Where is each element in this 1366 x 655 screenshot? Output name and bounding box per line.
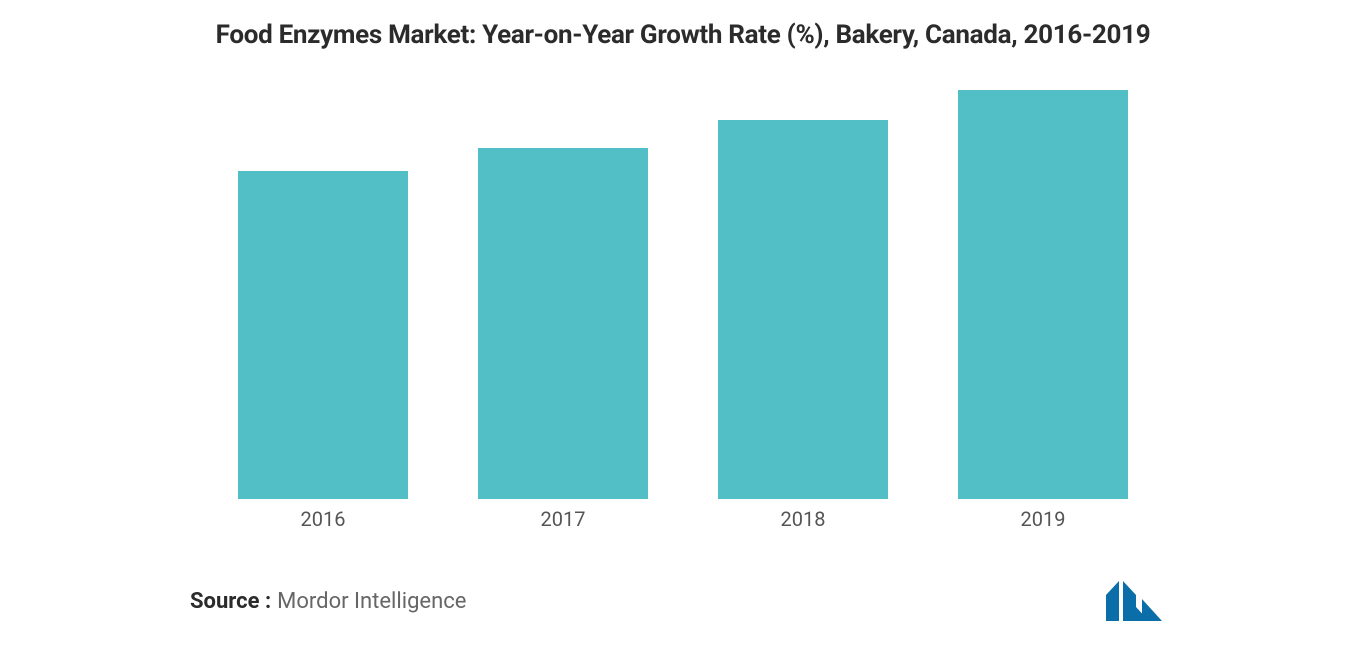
chart-title: Food Enzymes Market: Year-on-Year Growth… (100, 20, 1266, 50)
bar-2019 (958, 90, 1128, 499)
x-label: 2016 (238, 507, 408, 531)
x-label: 2018 (718, 507, 888, 531)
bar-2018 (718, 120, 888, 499)
plot-area (100, 90, 1266, 499)
bar-2016 (238, 171, 408, 499)
source-attribution: Source : Mordor Intelligence (190, 589, 466, 614)
logo-svg (1106, 581, 1176, 621)
source-name: Mordor Intelligence (277, 589, 466, 614)
bar-2017 (478, 148, 648, 499)
source-label: Source : (190, 589, 271, 614)
x-label: 2019 (958, 507, 1128, 531)
x-axis: 2016 2017 2018 2019 (100, 507, 1266, 531)
chart-container: Food Enzymes Market: Year-on-Year Growth… (0, 0, 1366, 655)
mordor-logo-icon (1106, 581, 1176, 621)
bar-group (478, 148, 648, 499)
chart-footer: Source : Mordor Intelligence (100, 581, 1266, 631)
bar-group (718, 120, 888, 499)
x-label: 2017 (478, 507, 648, 531)
bar-group (238, 171, 408, 499)
bar-group (958, 90, 1128, 499)
